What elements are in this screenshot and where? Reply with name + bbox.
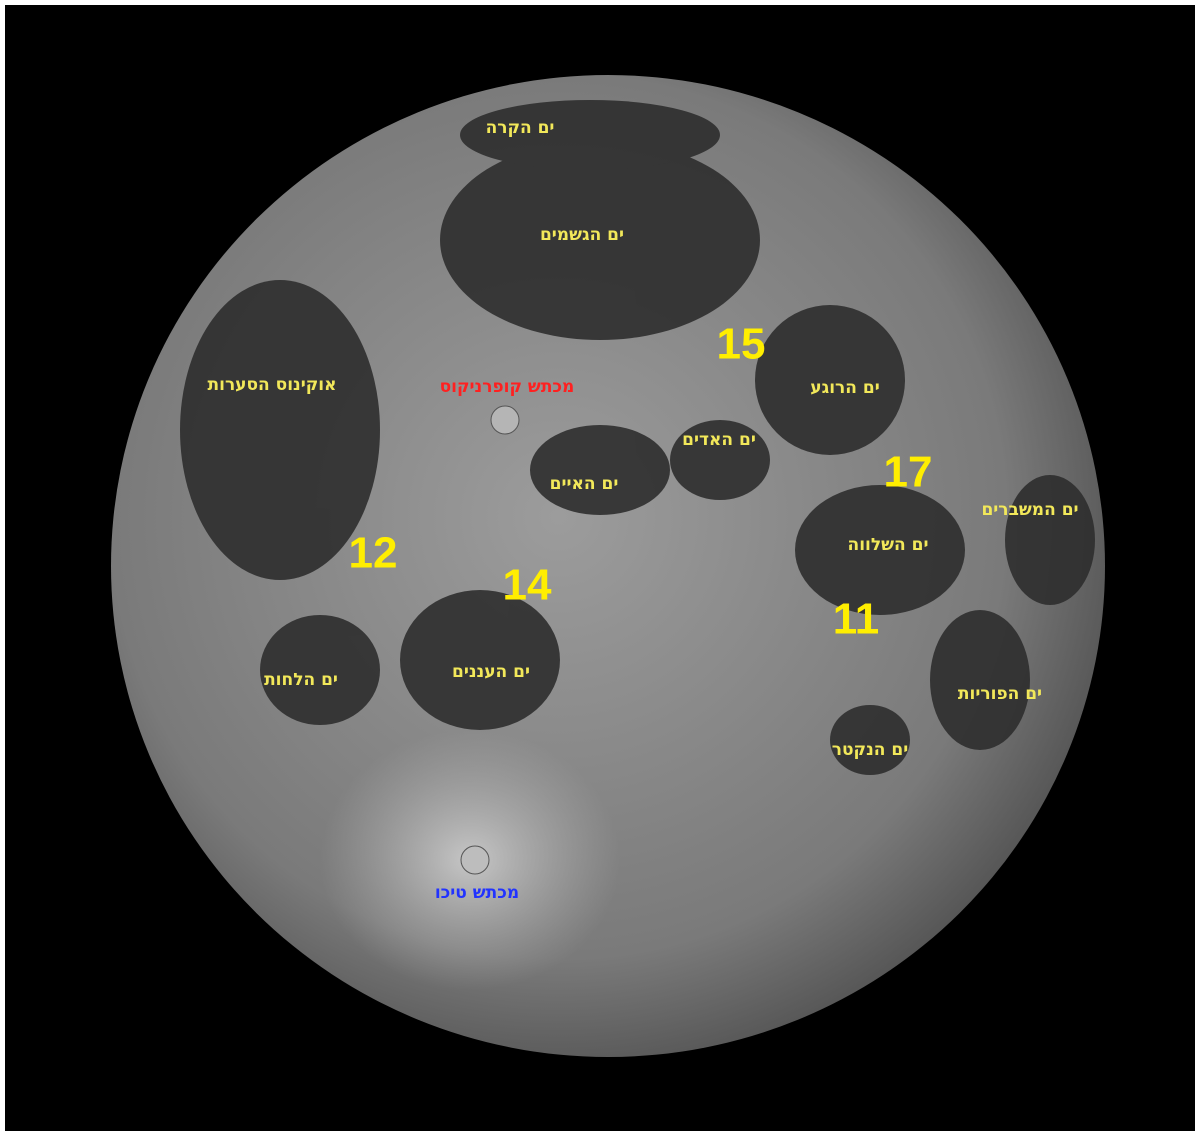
mare-nubium <box>400 590 560 730</box>
landing-site: 15 <box>717 320 766 369</box>
sea-label: ים הקרה <box>486 118 555 138</box>
mare-insularum <box>530 425 670 515</box>
mare-frigoris <box>460 100 720 170</box>
mare-crisium <box>1005 475 1095 605</box>
sea-label: ים השלווה <box>848 535 929 555</box>
sea-label: ים הגשמים <box>540 225 624 245</box>
mare-fecunditatis <box>930 610 1030 750</box>
sea-label: אוקינוס הסערות <box>208 375 337 395</box>
landing-site: 12 <box>349 529 398 578</box>
sea-label: ים הלחות <box>264 670 338 690</box>
maria <box>180 100 1095 775</box>
mare-tranquillitatis <box>795 485 965 615</box>
tycho-crater <box>460 845 490 875</box>
sea-label: ים המשברים <box>981 500 1078 520</box>
crater-label: מכתש קופרניקוס <box>440 377 575 397</box>
copernicus-crater <box>490 405 520 435</box>
mare-imbrium <box>440 140 760 340</box>
landing-site: 11 <box>833 595 880 644</box>
mare-humorum <box>260 615 380 725</box>
sea-label: ים העננים <box>452 662 530 682</box>
sea-label: ים האיים <box>550 474 619 494</box>
mare-vaporum <box>670 420 770 500</box>
crater-label: מכתש טיכו <box>435 883 519 903</box>
sea-label: ים הפוריות <box>958 684 1042 704</box>
mare-serenitatis <box>755 305 905 455</box>
sea-label: ים האדים <box>682 430 756 450</box>
sea-label: ים הנקטר <box>832 740 908 760</box>
mare-nectaris <box>830 705 910 775</box>
sea-label: ים הרוגע <box>810 378 879 398</box>
oceanus-procellarum <box>180 280 380 580</box>
landing-site: 17 <box>884 448 933 497</box>
landing-site: 14 <box>503 561 552 610</box>
